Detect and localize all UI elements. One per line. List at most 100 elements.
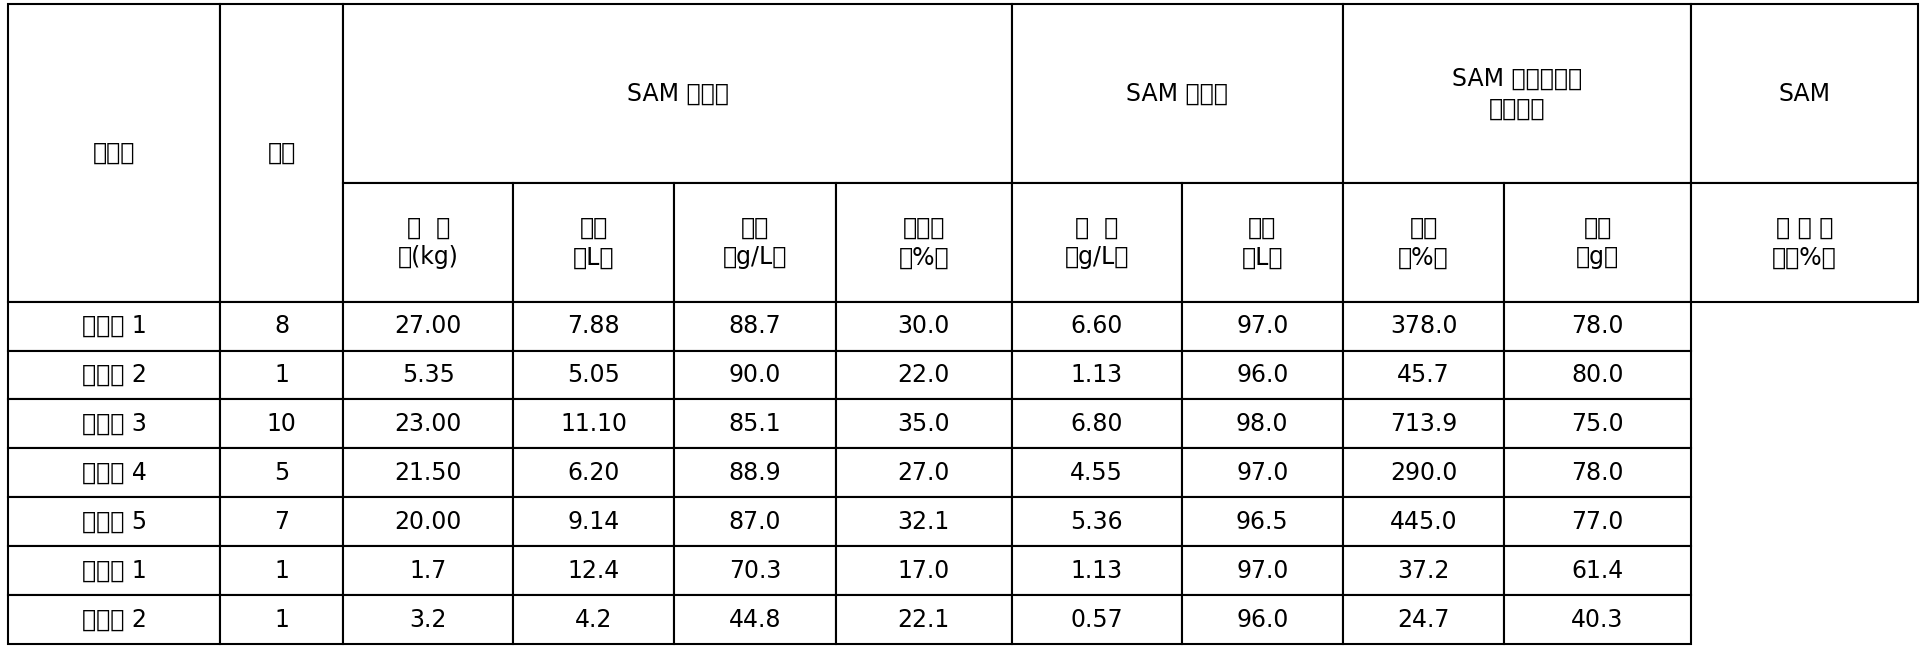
Text: 6.20: 6.20 [567, 461, 619, 485]
Bar [1181, 399, 1342, 448]
Text: 445.0: 445.0 [1388, 510, 1456, 534]
Text: 85.1: 85.1 [729, 412, 781, 436]
Bar [1181, 351, 1342, 399]
Text: SAM: SAM [1777, 82, 1829, 106]
Text: 96.5: 96.5 [1235, 510, 1288, 534]
Bar [1504, 399, 1690, 448]
Text: 4.2: 4.2 [575, 608, 612, 632]
Text: 浓  度
（g/L）: 浓 度 （g/L） [1063, 216, 1129, 270]
Text: 61.4: 61.4 [1571, 559, 1623, 583]
Bar [675, 183, 835, 301]
Text: 97.0: 97.0 [1235, 314, 1288, 338]
Text: 1: 1 [275, 363, 288, 387]
Bar [342, 497, 513, 546]
Text: 21.50: 21.50 [394, 461, 462, 485]
Text: 88.9: 88.9 [729, 461, 781, 485]
Text: 7.88: 7.88 [567, 314, 619, 338]
Bar [513, 546, 675, 595]
Text: 22.0: 22.0 [898, 363, 950, 387]
Text: 27.0: 27.0 [898, 461, 950, 485]
Text: SAM 对甲苯磺酸
硫酸双盐: SAM 对甲苯磺酸 硫酸双盐 [1452, 67, 1581, 121]
Text: 产量
（L）: 产量 （L） [1240, 216, 1283, 270]
Bar [1011, 301, 1181, 351]
Text: 40.3: 40.3 [1571, 608, 1623, 632]
Text: 9.14: 9.14 [567, 510, 619, 534]
Bar [513, 183, 675, 301]
Text: 378.0: 378.0 [1388, 314, 1456, 338]
Bar [1011, 399, 1181, 448]
Text: 12.4: 12.4 [567, 559, 619, 583]
Text: SAM 洗脱液: SAM 洗脱液 [1125, 82, 1227, 106]
Bar [219, 351, 342, 399]
Bar [675, 399, 835, 448]
Bar [219, 399, 342, 448]
Text: 实施例 4: 实施例 4 [81, 461, 146, 485]
Text: 回收率
（%）: 回收率 （%） [898, 216, 948, 270]
Text: 713.9: 713.9 [1388, 412, 1456, 436]
Bar [1342, 183, 1504, 301]
Text: 产量
（g）: 产量 （g） [1575, 216, 1619, 270]
Text: 实施例 1: 实施例 1 [81, 314, 146, 338]
Text: 5.36: 5.36 [1069, 510, 1123, 534]
Bar [342, 351, 513, 399]
Bar [675, 351, 835, 399]
Bar [675, 448, 835, 497]
Text: 0.57: 0.57 [1069, 608, 1123, 632]
Bar [1181, 301, 1342, 351]
Text: 35.0: 35.0 [896, 412, 950, 436]
Bar [675, 595, 835, 644]
Bar [835, 546, 1011, 595]
Bar [1342, 301, 1504, 351]
Text: 1.13: 1.13 [1069, 363, 1123, 387]
Bar [1504, 301, 1690, 351]
Text: 98.0: 98.0 [1235, 412, 1288, 436]
Bar [513, 448, 675, 497]
Bar [1342, 399, 1504, 448]
Bar [1011, 595, 1181, 644]
Bar [1011, 497, 1181, 546]
Bar [1342, 351, 1504, 399]
Text: 对比例 2: 对比例 2 [81, 608, 146, 632]
Bar [8, 595, 219, 644]
Bar [513, 595, 675, 644]
Bar [219, 546, 342, 595]
Text: 1: 1 [275, 559, 288, 583]
Text: 5: 5 [273, 461, 288, 485]
Text: 96.0: 96.0 [1235, 608, 1288, 632]
Bar [835, 351, 1011, 399]
Bar [1504, 183, 1690, 301]
Text: 97.0: 97.0 [1235, 559, 1288, 583]
Bar [8, 497, 219, 546]
Bar [219, 448, 342, 497]
Bar [513, 351, 675, 399]
Text: 7: 7 [275, 510, 288, 534]
Text: 实施例 2: 实施例 2 [81, 363, 146, 387]
Bar [1690, 183, 1917, 301]
Bar [1504, 595, 1690, 644]
Bar [8, 399, 219, 448]
Bar [675, 301, 835, 351]
Bar [342, 546, 513, 595]
Bar [219, 497, 342, 546]
Bar [1504, 546, 1690, 595]
Text: 处  理
量(kg): 处 理 量(kg) [398, 216, 458, 270]
Bar [1504, 448, 1690, 497]
Bar [8, 4, 219, 301]
Bar [513, 497, 675, 546]
Text: 1.13: 1.13 [1069, 559, 1123, 583]
Bar [675, 546, 835, 595]
Text: 80.0: 80.0 [1571, 363, 1623, 387]
Bar [342, 595, 513, 644]
Text: 5.35: 5.35 [402, 363, 454, 387]
Text: 20.00: 20.00 [394, 510, 462, 534]
Text: 实施例 5: 实施例 5 [81, 510, 146, 534]
Bar [1342, 546, 1504, 595]
Text: 27.00: 27.00 [394, 314, 462, 338]
Text: 纯度
（%）: 纯度 （%） [1398, 216, 1448, 270]
Bar [835, 399, 1011, 448]
Bar [8, 448, 219, 497]
Bar [1342, 448, 1504, 497]
Bar [342, 399, 513, 448]
Text: 10: 10 [267, 412, 296, 436]
Bar [1342, 497, 1504, 546]
